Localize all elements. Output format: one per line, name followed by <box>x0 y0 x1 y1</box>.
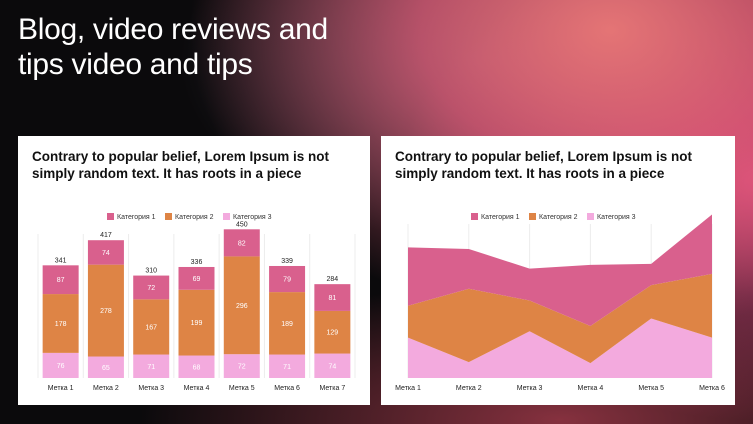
area-series <box>408 273 712 364</box>
bar-value-label: 81 <box>328 295 336 302</box>
area-chart: Категория 1 Категория 2 Категория 3 Метка 1… <box>395 213 725 392</box>
bar-segment <box>133 275 170 300</box>
area-chart-title: Contrary to popular belief, Lorem Ipsum … <box>395 149 693 181</box>
x-tick-label: Метка 4 <box>578 385 604 392</box>
bar-chart-title: Contrary to popular belief, Lorem Ipsum … <box>32 149 330 181</box>
bar-value-label: 296 <box>236 303 248 310</box>
bar-value-label: 74 <box>328 363 336 370</box>
bar-segment <box>87 264 124 357</box>
x-tick-label: Метка 1 <box>48 385 74 392</box>
bar-value-label: 87 <box>57 277 65 284</box>
bar-total-label: 339 <box>281 258 293 265</box>
legend-label: Категория 2 <box>539 214 578 221</box>
bar-segment <box>314 310 351 354</box>
legend-label: Категория 3 <box>597 214 636 221</box>
bar-chart-card: Contrary to popular belief, Lorem Ipsum … <box>18 136 370 405</box>
bar-segment <box>314 284 351 311</box>
bar-value-label: 71 <box>283 364 291 371</box>
x-tick-label: Метка 3 <box>517 385 543 392</box>
bar-value-label: 178 <box>55 321 67 328</box>
bar-value-label: 278 <box>100 308 112 315</box>
x-tick-label: Метка 5 <box>229 385 255 392</box>
bar-chart: Категория 1 Категория 2 Категория 3 76 178 87… <box>37 213 356 392</box>
bar-segment <box>223 354 260 378</box>
bar-value-label: 82 <box>238 240 246 247</box>
bar-segment <box>133 354 170 378</box>
legend-label: Категория 2 <box>175 214 214 221</box>
x-tick-label: Метка 2 <box>93 385 119 392</box>
bar-total-label: 417 <box>100 232 112 239</box>
bar-segment <box>223 256 260 355</box>
headline: Blog, video reviews and tips video and t… <box>18 13 328 81</box>
x-tick-label: Метка 4 <box>184 385 210 392</box>
x-tick-label: Метка 7 <box>319 385 345 392</box>
legend-swatch <box>529 213 536 220</box>
bar-segment <box>314 353 351 378</box>
bar-value-label: 71 <box>147 364 155 371</box>
x-tick-label: Метка 6 <box>274 385 300 392</box>
x-tick-label: Метка 5 <box>638 385 664 392</box>
bar-value-label: 72 <box>147 285 155 292</box>
bar-value-label: 167 <box>145 324 157 331</box>
legend-label: Категория 3 <box>233 214 272 221</box>
bar-value-label: 72 <box>238 364 246 371</box>
bar-segment <box>42 294 79 353</box>
legend-swatch <box>107 213 114 220</box>
bar-segment <box>269 354 306 378</box>
bar-value-label: 69 <box>193 276 201 283</box>
bar-segment <box>269 265 306 293</box>
area-series <box>408 214 712 326</box>
bar-value-label: 79 <box>283 277 291 284</box>
bar-value-label: 68 <box>193 364 201 371</box>
bar-value-label: 76 <box>57 363 65 370</box>
bar-segment <box>269 292 306 355</box>
bar-value-label: 129 <box>327 330 339 337</box>
bar-segment <box>223 229 260 257</box>
x-tick-label: Метка 6 <box>699 385 725 392</box>
bar-value-label: 74 <box>102 250 110 257</box>
x-tick-label: Метка 2 <box>456 385 482 392</box>
area-series <box>408 318 712 378</box>
bar-total-label: 336 <box>191 259 203 266</box>
legend-label: Категория 1 <box>117 214 156 221</box>
legend-swatch <box>587 213 594 220</box>
bar-total-label: 341 <box>55 257 67 264</box>
legend-swatch <box>223 213 230 220</box>
legend-swatch <box>165 213 172 220</box>
bar-segment <box>178 355 215 378</box>
bar-segment <box>87 240 124 265</box>
x-tick-label: Метка 3 <box>138 385 164 392</box>
area-chart-card: Contrary to popular belief, Lorem Ipsum … <box>381 136 735 405</box>
bar-total-label: 450 <box>236 221 248 228</box>
bar-value-label: 189 <box>281 321 293 328</box>
bar-value-label: 65 <box>102 365 110 372</box>
x-tick-label: Метка 1 <box>395 385 421 392</box>
bar-segment <box>42 352 79 378</box>
bar-segment <box>42 265 79 295</box>
bar-total-label: 284 <box>327 276 339 283</box>
bar-segment <box>178 289 215 356</box>
bar-value-label: 199 <box>191 320 203 327</box>
bar-segment <box>178 266 215 290</box>
bar-total-label: 310 <box>145 268 157 275</box>
bar-segment <box>133 299 170 355</box>
bar-segment <box>87 356 124 378</box>
legend-swatch <box>471 213 478 220</box>
legend-label: Категория 1 <box>481 214 520 221</box>
